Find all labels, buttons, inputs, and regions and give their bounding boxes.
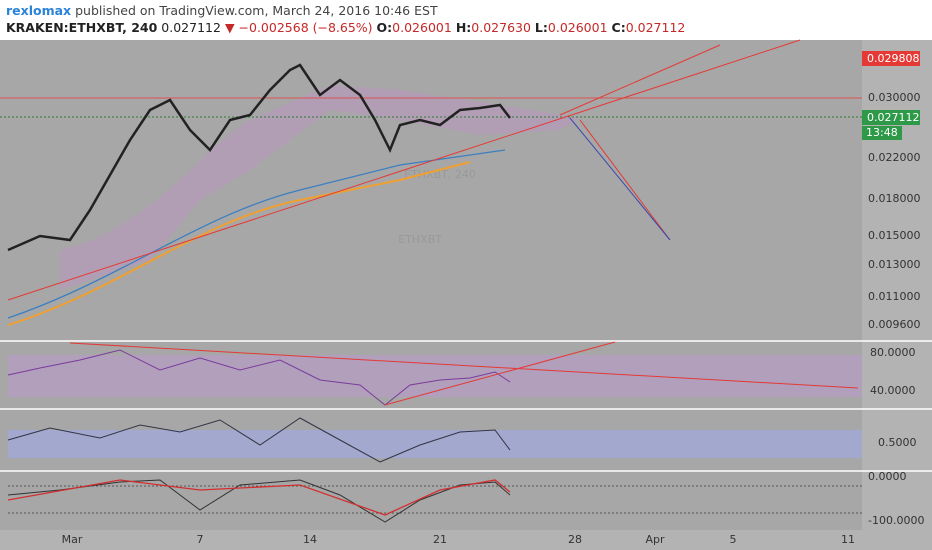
rsi-tick-label: 40.0000 [870, 384, 916, 397]
date-tick-label: 7 [197, 533, 204, 546]
date-tick-label: Apr [645, 533, 665, 546]
ohlc-value: 0.026001 [548, 20, 608, 35]
cci-signal [7, 479, 511, 516]
ma-blue [7, 149, 506, 319]
price-tick-label: 0.009600 [868, 318, 921, 331]
price-tick-label: 0.030000 [868, 91, 921, 104]
trendlines [7, 39, 801, 301]
date-tick-label: 28 [568, 533, 582, 546]
high-badge-label: 0.029808 [867, 52, 920, 65]
published: published on TradingView.com, March 24, … [75, 3, 438, 18]
date-tick-label: 5 [730, 533, 737, 546]
header-bg [0, 0, 932, 40]
price-tick-label: 0.013000 [868, 258, 921, 271]
rsi-tick-label: 80.0000 [870, 346, 916, 359]
ohlc-label: H: [456, 20, 471, 35]
ma-orange [7, 161, 471, 326]
price-tick-label: 0.018000 [868, 192, 921, 205]
ohlc-label: O: [377, 20, 393, 35]
date-axis-bg [0, 530, 862, 550]
cci-tick-label: -100.0000 [868, 514, 924, 527]
symbol: KRAKEN:ETHXBT, 240 [6, 20, 158, 35]
ohlc-label: C: [612, 20, 626, 35]
countdown-badge [862, 126, 902, 140]
price-candles [7, 63, 511, 252]
last-badge-label: 0.027112 [867, 111, 920, 124]
ohlc-value: 0.027630 [471, 20, 531, 35]
cci-line [7, 479, 511, 523]
last: 0.027112 [161, 20, 221, 35]
price-tick-label: 0.011000 [868, 290, 921, 303]
watermark: ETHXBT, 240 [404, 168, 476, 181]
ohlc-label: L: [535, 20, 548, 35]
osc-line [7, 417, 511, 463]
rsi-line [7, 349, 511, 406]
ichimoku-cloud [60, 85, 580, 290]
date-tick-label: 21 [433, 533, 447, 546]
osc-band [8, 430, 862, 458]
rsi-trendlines [69, 341, 859, 406]
header-line2: KRAKEN:ETHXBT, 240 0.027112 ▼ −0.002568 … [6, 20, 685, 35]
countdown-label: 13:48 [866, 126, 898, 139]
price-tick-label: 0.015000 [868, 229, 921, 242]
pane-separators [0, 340, 932, 472]
price-tick-label: 0.022000 [868, 151, 921, 164]
watermark-small: ETHXBT [398, 233, 442, 246]
date-tick-label: 11 [841, 533, 855, 546]
cci-tick-label: 0.0000 [868, 470, 907, 483]
osc-tick-label: 0.5000 [878, 436, 917, 449]
ohlc-value: 0.026001 [392, 20, 452, 35]
ohlc-value: 0.027112 [626, 20, 686, 35]
high-badge [862, 51, 920, 66]
forecast-arrow [569, 117, 671, 241]
last-badge [862, 110, 920, 125]
date-tick-label: Mar [62, 533, 83, 546]
header-line1: rexlomax published on TradingView.com, M… [6, 3, 438, 18]
rsi-band [8, 355, 862, 397]
change: ▼ −0.002568 (−8.65%) [225, 20, 373, 35]
author[interactable]: rexlomax [6, 3, 71, 18]
date-tick-label: 14 [303, 533, 317, 546]
